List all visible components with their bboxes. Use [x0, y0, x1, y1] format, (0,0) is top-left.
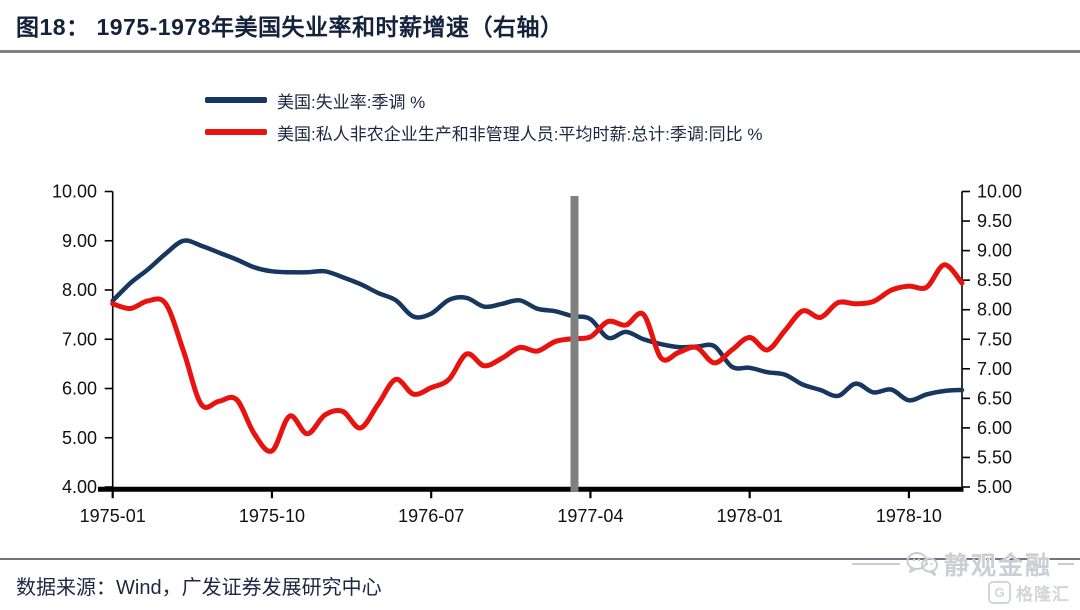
x-axis-tick-label: 1977-04: [557, 506, 623, 526]
legend-label-unemployment: 美国:失业率:季调 %: [277, 92, 426, 112]
x-axis-tick-label: 1976-07: [398, 506, 464, 526]
unemployment-line-swatch: [205, 97, 267, 103]
left-axis-tick-label: 4.00: [62, 477, 97, 497]
right-axis-tick-label: 5.50: [977, 447, 1012, 467]
gelonghui-logo-text: 格隆汇: [1016, 585, 1070, 604]
figure-title: 图18： 1975-1978年美国失业率和时薪增速（右轴）: [16, 14, 564, 40]
x-axis-tick-label: 1975-01: [80, 506, 146, 526]
wage-line-swatch: [205, 129, 267, 135]
left-axis-tick-label: 9.00: [62, 231, 97, 251]
gelonghui-g-icon: G: [988, 581, 1011, 604]
x-axis-tick-label: 1978-01: [717, 506, 783, 526]
event-marker-bar: [570, 196, 579, 492]
legend-item-wage-growth: 美国:私人非农企业生产和非管理人员:平均时薪:总计:季调:同比 %: [205, 116, 762, 148]
right-axis-tick-label: 6.00: [977, 418, 1012, 438]
watermark-brand-text: 静观金融: [943, 552, 1052, 580]
right-axis-tick-label: 9.00: [977, 241, 1012, 261]
right-axis-tick-label: 7.00: [977, 359, 1012, 379]
right-axis-tick-label: 10.00: [977, 182, 1022, 202]
legend: 美国:失业率:季调 % 美国:私人非农企业生产和非管理人员:平均时薪:总计:季调…: [205, 84, 762, 148]
right-axis-tick-label: 9.50: [977, 211, 1012, 231]
watermark-left-line: [851, 563, 900, 565]
right-axis-tick-label: 5.00: [977, 477, 1012, 497]
left-axis-tick-label: 5.00: [62, 428, 97, 448]
watermark-brand: 静观金融: [851, 546, 1074, 582]
left-axis-tick-label: 10.00: [52, 182, 97, 202]
x-axis-tick-label: 1975-10: [239, 506, 305, 526]
watermark-right-line: [1058, 563, 1074, 565]
wage-growth-line: [110, 262, 965, 454]
left-axis-tick-label: 7.00: [62, 329, 97, 349]
right-axis-tick-label: 6.50: [977, 388, 1012, 408]
wechat-bubbles-icon: [906, 552, 938, 576]
right-axis-tick-label: 8.50: [977, 270, 1012, 290]
legend-item-unemployment: 美国:失业率:季调 %: [205, 84, 762, 116]
legend-label-wage-growth: 美国:私人非农企业生产和非管理人员:平均时薪:总计:季调:同比 %: [277, 124, 763, 144]
data-source-note: 数据来源：Wind，广发证券发展研究中心: [16, 577, 382, 599]
title-divider: [0, 50, 1080, 53]
unemployment-line: [110, 238, 965, 403]
footer-divider: [0, 558, 1080, 560]
watermark-gelonghui-logo: G 格隆汇: [988, 580, 1070, 605]
right-axis-tick-label: 8.00: [977, 300, 1012, 320]
left-axis-tick-label: 6.00: [62, 379, 97, 399]
x-axis-tick-label: 1978-10: [876, 506, 942, 526]
right-axis-tick-label: 7.50: [977, 329, 1012, 349]
left-axis-tick-label: 8.00: [62, 280, 97, 300]
